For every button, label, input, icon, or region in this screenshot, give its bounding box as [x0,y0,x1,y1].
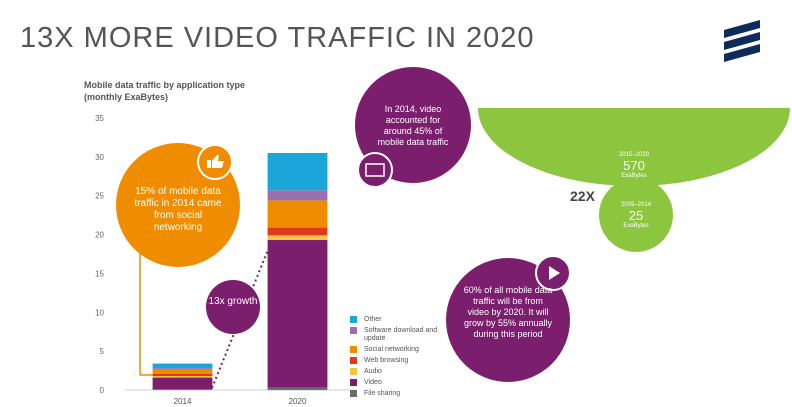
value-early: 25 [628,208,644,223]
bar-segment [152,373,213,377]
chart-subtitle: (monthly ExaBytes) [84,92,169,102]
legend-label: Software download and update [364,326,438,342]
video-2020-note: 60% of all mobile data traffic will be f… [463,285,553,339]
video-2020-bubble [446,258,570,382]
play-glyph [549,266,560,280]
bar-segment [267,152,328,191]
bar-segment [267,200,328,228]
growth-line [211,244,271,389]
legend-label: Social networking [364,345,419,353]
like-glyph [207,155,224,168]
legend-swatch [350,316,357,323]
legend-swatch [350,379,357,386]
y-tick-label: 25 [95,192,104,201]
legend-swatch [350,357,357,364]
x-tick-label: 2020 [289,397,307,406]
social-note: 15% of mobile data traffic in 2014 came … [134,186,222,233]
bar-segment [152,369,213,374]
film-icon [357,152,393,188]
legend-label: Video [364,378,382,386]
y-tick-label: 5 [100,347,105,356]
value-recent: 570 [623,158,645,173]
chart-title: Mobile data traffic by application type [84,80,246,90]
legend-label: Audio [364,367,382,375]
bar-segment [152,368,213,370]
bar-segment [152,377,213,390]
y-tick-label: 20 [95,231,104,240]
x-tick-label: 2014 [174,397,192,406]
y-tick-label: 10 [95,308,104,317]
bar-segment [152,376,213,378]
growth-note: 13x growth [208,296,258,307]
growth-bubble [206,280,260,334]
period-early: 2009–2014 [620,202,652,208]
legend-swatch [350,368,357,375]
bar-segment [267,235,328,241]
bar-segment [267,387,328,390]
legend-swatch [350,390,357,397]
connector [139,245,153,376]
logo [724,20,760,62]
bar-segment [152,363,213,369]
bar-segment [267,227,328,236]
legend-label: Other [364,315,382,323]
y-tick-label: 35 [95,114,104,123]
bar-segment [267,190,328,201]
slide-title: 13X MORE VIDEO TRAFFIC IN 2020 [20,22,535,54]
period-recent: 2015–2020 [618,152,650,158]
y-tick-label: 0 [100,386,105,395]
unit-recent: ExaBytes [621,173,647,179]
multiplier: 22X [570,188,595,204]
video-2014-note: In 2014, video accounted for around 45% … [377,104,449,147]
early-bubble [599,178,673,252]
legend-swatch [350,327,357,334]
legend-label: File sharing [364,389,401,397]
y-tick-label: 15 [95,269,104,278]
recent-bubble [478,108,790,186]
video-2014-bubble [355,67,471,183]
legend-swatch [350,346,357,353]
y-tick-label: 30 [95,153,104,162]
legend-label: Web browsing [364,356,409,364]
bar-segment [267,240,328,388]
unit-early: ExaBytes [623,223,649,229]
bar-segment [152,389,213,390]
film-glyph [365,163,385,177]
